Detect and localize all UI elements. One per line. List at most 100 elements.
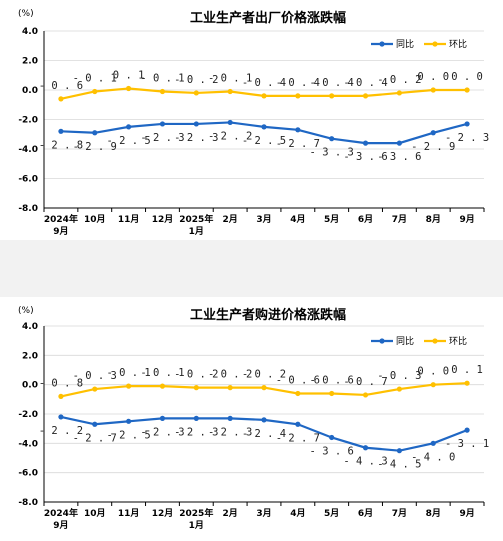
x-tick-label: 12月 [152, 508, 174, 519]
data-label: 0 . 0 [451, 71, 483, 83]
data-label: - 2 . 4 [242, 428, 286, 440]
data-label: - 4 . 0 [411, 451, 455, 463]
y-tick-label: 0.0 [22, 86, 38, 96]
data-point [464, 121, 470, 127]
data-label: - 2 . 3 [140, 426, 184, 438]
x-tick-label: 4月 [290, 508, 305, 519]
data-label: - 2 . 3 [140, 132, 184, 144]
data-point [227, 119, 233, 126]
x-tick-label: 8月 [426, 214, 441, 225]
data-point [58, 414, 64, 420]
data-label: - 0 . 2 [174, 369, 218, 381]
data-point [295, 93, 301, 99]
x-tick-label: 7月 [392, 214, 407, 225]
x-tick-label: 9月 [459, 214, 474, 225]
data-point [227, 385, 233, 391]
data-label: - 0 . 6 [39, 80, 83, 92]
chart-title: 工业生产者出厂价格涨跌幅 [190, 10, 346, 26]
data-point [126, 383, 132, 389]
legend-swatch-marker [432, 41, 438, 47]
data-point [261, 385, 267, 391]
data-point [126, 124, 132, 130]
legend-swatch-marker [432, 338, 438, 344]
data-label: - 0 . 4 [276, 77, 320, 89]
data-point [430, 87, 436, 93]
data-label: - 0 . 4 [343, 77, 387, 89]
data-label: - 0 . 7 [343, 376, 387, 388]
data-label: - 0 . 1 [73, 72, 117, 84]
data-label: - 2 . 7 [276, 432, 320, 444]
data-label: - 2 . 2 [39, 425, 83, 437]
data-label: - 0 . 4 [310, 77, 354, 89]
data-point [430, 382, 436, 388]
data-label: - 0 . 1 [208, 72, 252, 84]
legend-swatch-marker [379, 338, 385, 344]
data-point [464, 87, 470, 93]
data-point [227, 415, 233, 421]
data-point [362, 93, 369, 99]
data-label: - 2 . 3 [174, 132, 218, 144]
x-tick-label: 8月 [426, 508, 441, 519]
data-point [58, 393, 64, 399]
data-point [159, 383, 166, 389]
data-label: - 4 . 3 [343, 456, 387, 468]
x-tick-label: 2025年 1月 [179, 507, 213, 531]
y-tick-label: -6.0 [18, 469, 38, 479]
data-label: - 0 . 2 [377, 74, 421, 86]
data-label: - 2 . 9 [411, 141, 455, 153]
x-tick-label: 5月 [324, 214, 339, 225]
data-point [193, 90, 199, 96]
y-tick-label: -2.0 [18, 116, 38, 126]
data-point [193, 385, 199, 391]
x-tick-label: 12月 [152, 214, 174, 225]
x-tick-label: 2月 [223, 508, 238, 519]
y-tick-label: 0.0 [22, 381, 38, 391]
line-chart-purchase-price: 工业生产者购进价格涨跌幅 (%) 4.0 2.0 0.0 -2.0 -4.0 -6.0 -8… [18, 306, 489, 531]
y-tick-label: -4.0 [18, 439, 38, 449]
data-label: - 4 . 5 [377, 459, 421, 471]
data-label: - 0 . 1 [140, 367, 184, 379]
data-point [329, 93, 335, 99]
line-chart-output-price: 工业生产者出厂价格涨跌幅 (%) 4.0 2.0 0.0 -2.0 -4.0 -6.0 -8… [18, 9, 489, 237]
data-label: - 3 . 1 [445, 438, 489, 450]
data-label: - 0 . 6 [276, 374, 320, 386]
data-label: - 2 . 2 [208, 130, 252, 142]
data-label: - 2 . 8 [39, 139, 83, 151]
data-point [362, 445, 369, 451]
data-point [396, 90, 402, 96]
data-point [261, 124, 267, 130]
data-label: - 2 . 5 [106, 135, 150, 147]
data-point [227, 88, 233, 95]
legend-label: 环比 [449, 335, 467, 347]
chart-title: 工业生产者购进价格涨跌幅 [190, 307, 346, 323]
data-label: - 0 . 1 [106, 367, 150, 379]
data-point [261, 93, 267, 99]
y-tick-label: 2.0 [22, 57, 38, 67]
data-label: 0 . 1 [113, 70, 145, 82]
data-point [329, 434, 335, 441]
data-point [362, 140, 369, 146]
x-tick-label: 3月 [256, 508, 271, 519]
data-label: - 0 . 4 [242, 77, 286, 89]
data-point [329, 390, 335, 397]
x-tick-label: 3月 [256, 214, 271, 225]
data-label: 0 . 1 [451, 364, 483, 376]
y-tick-label: -8.0 [18, 498, 38, 508]
legend-swatch-marker [379, 41, 385, 47]
data-label: - 0 . 2 [174, 74, 218, 86]
data-label: - 2 . 7 [73, 432, 117, 444]
data-point [430, 440, 436, 446]
chart-panel-output-price: 工业生产者出厂价格涨跌幅 (%) 4.0 2.0 0.0 -2.0 -4.0 -6.0 -8… [0, 0, 503, 240]
data-point [126, 418, 132, 424]
data-point [295, 390, 301, 397]
data-point [193, 415, 199, 421]
y-unit-label: (%) [18, 306, 34, 316]
data-label: - 0 . 2 [208, 369, 252, 381]
data-label: 0 . 0 [417, 366, 449, 378]
x-tick-label: 2025年 1月 [179, 213, 213, 237]
data-label: - 2 . 3 [208, 426, 252, 438]
data-label: - 2 . 3 [174, 426, 218, 438]
x-tick-label: 7月 [392, 508, 407, 519]
chart-panel-purchase-price: 工业生产者购进价格涨跌幅 (%) 4.0 2.0 0.0 -2.0 -4.0 -6.0 -8… [0, 297, 503, 541]
x-tick-label: 4月 [290, 214, 305, 225]
